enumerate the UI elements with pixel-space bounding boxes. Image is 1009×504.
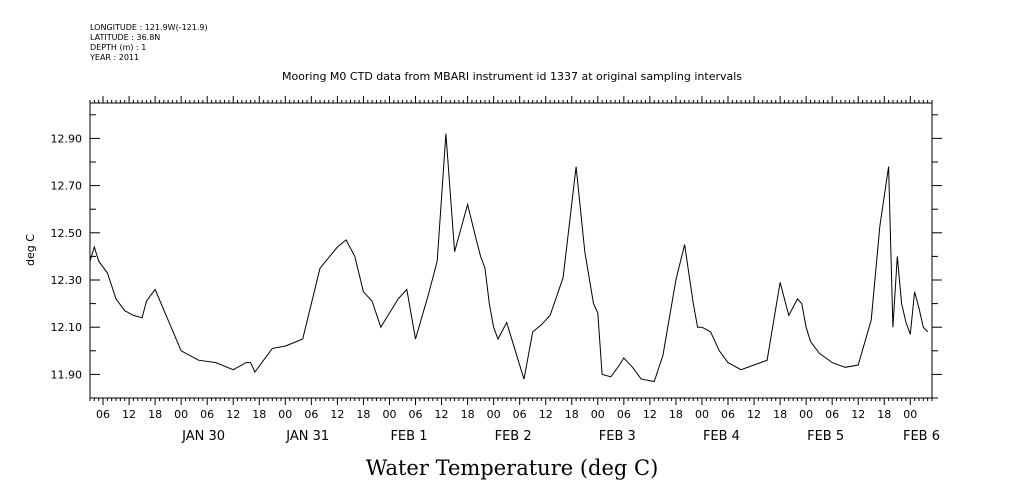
x-hour-label: 06 <box>617 408 631 421</box>
meta-year: YEAR : 2011 <box>89 53 139 62</box>
x-hour-label: 12 <box>539 408 553 421</box>
y-tick-labels: 11.90 12.10 12.30 12.50 12.70 12.90 <box>51 132 83 381</box>
y-axis-label: deg C <box>24 234 37 266</box>
x-tick-labels: 06 12 18 00 06 12 18 00 06 12 18 00 06 12 18 00 06 12 18 00… <box>96 408 940 444</box>
x-hour-label: 06 <box>721 408 735 421</box>
y-tick-label: 12.10 <box>51 321 83 334</box>
y-tick-label: 12.70 <box>51 180 83 193</box>
x-hour-label: 12 <box>435 408 449 421</box>
x-hour-label: 06 <box>200 408 214 421</box>
x-hour-label: 18 <box>877 408 891 421</box>
x-hour-label: 00 <box>799 408 813 421</box>
x-hour-label: 12 <box>122 408 136 421</box>
x-hour-label: 18 <box>565 408 579 421</box>
x-hour-label: 12 <box>851 408 865 421</box>
meta-latitude: LATITUDE : 36.8N <box>90 33 160 42</box>
x-hour-label: 00 <box>174 408 188 421</box>
x-hour-label: 12 <box>226 408 240 421</box>
x-day-label: FEB 1 <box>390 429 427 444</box>
x-hour-label: 06 <box>409 408 423 421</box>
x-hour-label: 06 <box>96 408 110 421</box>
x-hour-label: 00 <box>903 408 917 421</box>
y-tick-label: 12.90 <box>51 132 83 145</box>
x-hour-label: 18 <box>252 408 266 421</box>
x-hour-label: 00 <box>278 408 292 421</box>
x-hour-label: 00 <box>382 408 396 421</box>
x-day-label: FEB 3 <box>599 429 636 444</box>
x-hour-label: 18 <box>461 408 475 421</box>
x-day-label: JAN 30 <box>181 429 225 444</box>
x-hour-label: 12 <box>643 408 657 421</box>
series-line <box>89 133 929 383</box>
x-hour-label: 12 <box>330 408 344 421</box>
x-hour-label: 12 <box>747 408 761 421</box>
x-hour-label: 00 <box>487 408 501 421</box>
x-day-label: JAN 31 <box>285 429 329 444</box>
x-day-label: FEB 5 <box>807 429 844 444</box>
axes-group <box>89 96 942 405</box>
chart-title: Mooring M0 CTD data from MBARI instrumen… <box>282 70 742 83</box>
plot-frame <box>89 102 933 399</box>
x-axis-label: Water Temperature (deg C) <box>366 456 659 480</box>
x-hour-label: 06 <box>513 408 527 421</box>
x-hour-label: 06 <box>825 408 839 421</box>
y-tick-label: 11.90 <box>51 368 83 381</box>
series-group <box>89 133 929 383</box>
meta-depth: DEPTH (m) : 1 <box>90 43 146 52</box>
x-hour-label: 18 <box>773 408 787 421</box>
meta-longitude: LONGITUDE : 121.9W(-121.9) <box>90 23 208 32</box>
x-hour-label: 00 <box>591 408 605 421</box>
x-day-label: FEB 6 <box>903 429 940 444</box>
x-hour-label: 06 <box>304 408 318 421</box>
x-day-label: FEB 4 <box>703 429 740 444</box>
x-day-label: FEB 2 <box>495 429 532 444</box>
x-hour-label: 18 <box>356 408 370 421</box>
x-hour-label: 18 <box>669 408 683 421</box>
y-tick-label: 12.50 <box>51 227 83 240</box>
y-tick-label: 12.30 <box>51 274 83 287</box>
x-hour-label: 00 <box>695 408 709 421</box>
x-hour-label: 18 <box>148 408 162 421</box>
